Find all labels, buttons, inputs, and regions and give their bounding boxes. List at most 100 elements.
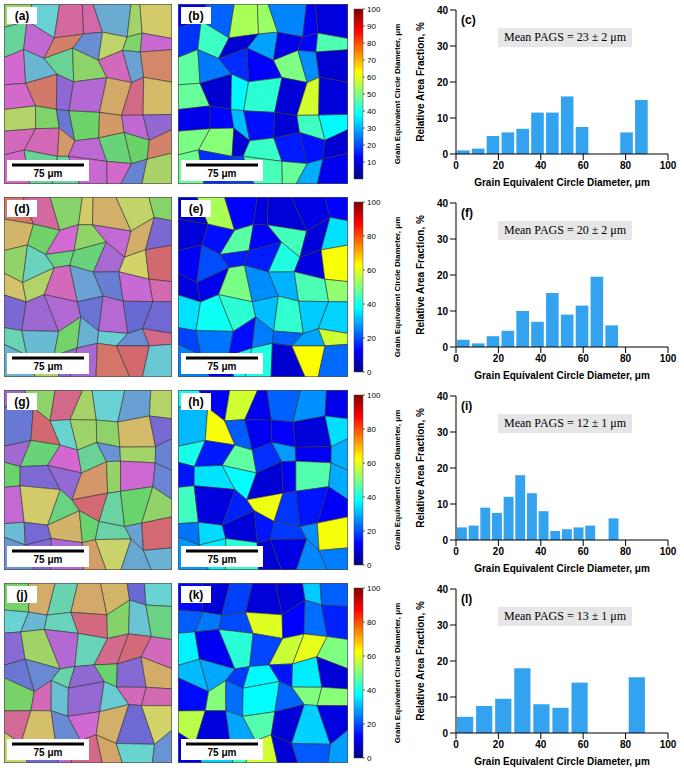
svg-text:75 μm: 75 μm	[34, 168, 63, 179]
svg-text:(j): (j)	[16, 588, 27, 602]
svg-text:100: 100	[660, 739, 677, 750]
svg-text:Relative Area Fraction, %: Relative Area Fraction, %	[415, 601, 426, 721]
svg-text:(a): (a)	[15, 9, 30, 23]
svg-text:(d): (d)	[14, 202, 29, 216]
svg-text:Grain Equivalent Circle Diamet: Grain Equivalent Circle Diameter, μm	[474, 563, 650, 574]
svg-text:60: 60	[367, 459, 376, 468]
svg-text:60: 60	[367, 266, 376, 275]
svg-text:30: 30	[437, 234, 449, 245]
svg-text:0: 0	[453, 546, 459, 557]
svg-text:20: 20	[493, 546, 505, 557]
svg-text:20: 20	[367, 527, 376, 536]
svg-text:80: 80	[367, 39, 376, 48]
svg-text:60: 60	[578, 160, 590, 171]
svg-text:50: 50	[367, 90, 376, 99]
svg-text:0: 0	[367, 561, 372, 570]
svg-text:Grain Equivalent Circle Diamet: Grain Equivalent Circle Diameter, μm	[393, 217, 402, 358]
svg-text:0: 0	[442, 342, 448, 353]
svg-text:100: 100	[367, 5, 381, 14]
svg-text:Grain Equivalent Circle Diamet: Grain Equivalent Circle Diameter, μm	[393, 603, 402, 744]
svg-text:0: 0	[367, 368, 372, 377]
svg-text:80: 80	[367, 618, 376, 627]
svg-text:40: 40	[535, 353, 547, 364]
svg-text:0: 0	[442, 149, 448, 160]
svg-text:0: 0	[453, 160, 459, 171]
svg-text:80: 80	[620, 160, 632, 171]
svg-text:75 μm: 75 μm	[34, 554, 63, 565]
svg-text:60: 60	[367, 73, 376, 82]
svg-text:Grain Equivalent Circle Diamet: Grain Equivalent Circle Diameter, μm	[474, 177, 650, 188]
svg-text:100: 100	[367, 391, 381, 400]
svg-text:20: 20	[437, 270, 449, 281]
svg-text:40: 40	[367, 686, 376, 695]
svg-text:40: 40	[367, 107, 376, 116]
svg-text:75 μm: 75 μm	[208, 361, 237, 372]
svg-text:0: 0	[367, 754, 372, 763]
svg-text:100: 100	[367, 584, 381, 593]
svg-text:80: 80	[367, 232, 376, 241]
svg-text:40: 40	[437, 5, 449, 16]
svg-text:0: 0	[453, 353, 459, 364]
svg-text:Grain Equivalent Circle Diamet: Grain Equivalent Circle Diameter, μm	[474, 370, 650, 381]
svg-text:40: 40	[367, 300, 376, 309]
svg-text:0: 0	[442, 535, 448, 546]
svg-text:Grain Equivalent Circle Diamet: Grain Equivalent Circle Diameter, μm	[393, 410, 402, 551]
svg-text:40: 40	[437, 198, 449, 209]
svg-text:60: 60	[578, 739, 590, 750]
svg-text:10: 10	[437, 306, 449, 317]
svg-text:10: 10	[437, 692, 449, 703]
svg-text:40: 40	[535, 160, 547, 171]
svg-text:Grain Equivalent Circle Diamet: Grain Equivalent Circle Diameter, μm	[393, 24, 402, 165]
svg-text:10: 10	[437, 113, 449, 124]
svg-text:0: 0	[453, 739, 459, 750]
svg-text:20: 20	[493, 353, 505, 364]
svg-text:100: 100	[660, 546, 677, 557]
svg-text:Relative Area Fraction, %: Relative Area Fraction, %	[415, 408, 426, 528]
svg-text:10: 10	[367, 158, 376, 167]
svg-text:30: 30	[367, 124, 376, 133]
svg-text:(k): (k)	[189, 588, 204, 602]
svg-text:80: 80	[620, 353, 632, 364]
svg-text:10: 10	[437, 499, 449, 510]
svg-text:(e): (e)	[189, 202, 204, 216]
svg-text:20: 20	[437, 463, 449, 474]
svg-text:Relative Area Fraction, %: Relative Area Fraction, %	[415, 215, 426, 335]
svg-text:75 μm: 75 μm	[34, 747, 63, 758]
svg-text:(b): (b)	[188, 9, 203, 23]
svg-text:100: 100	[660, 353, 677, 364]
svg-text:100: 100	[660, 160, 677, 171]
svg-text:40: 40	[535, 739, 547, 750]
svg-text:20: 20	[367, 720, 376, 729]
svg-text:75 μm: 75 μm	[34, 361, 63, 372]
svg-text:(g): (g)	[14, 395, 29, 409]
svg-text:75 μm: 75 μm	[208, 554, 237, 565]
svg-text:70: 70	[367, 56, 376, 65]
svg-text:20: 20	[437, 77, 449, 88]
svg-text:80: 80	[367, 425, 376, 434]
svg-text:20: 20	[493, 160, 505, 171]
svg-text:40: 40	[437, 584, 449, 595]
svg-text:20: 20	[367, 334, 376, 343]
svg-text:90: 90	[367, 22, 376, 31]
svg-text:Relative Area Fraction, %: Relative Area Fraction, %	[415, 22, 426, 142]
svg-text:30: 30	[437, 427, 449, 438]
svg-text:0: 0	[442, 728, 448, 739]
svg-text:80: 80	[620, 546, 632, 557]
svg-text:20: 20	[493, 739, 505, 750]
svg-text:30: 30	[437, 620, 449, 631]
svg-text:30: 30	[437, 41, 449, 52]
svg-text:40: 40	[437, 391, 449, 402]
svg-text:60: 60	[367, 652, 376, 661]
svg-text:(h): (h)	[188, 395, 203, 409]
svg-text:40: 40	[535, 546, 547, 557]
svg-text:75 μm: 75 μm	[208, 168, 237, 179]
svg-text:60: 60	[578, 546, 590, 557]
svg-text:80: 80	[620, 739, 632, 750]
svg-text:100: 100	[367, 198, 381, 207]
svg-text:20: 20	[437, 656, 449, 667]
svg-text:20: 20	[367, 141, 376, 150]
svg-text:60: 60	[578, 353, 590, 364]
svg-text:Grain Equivalent Circle Diamet: Grain Equivalent Circle Diameter, μm	[474, 756, 650, 767]
svg-text:40: 40	[367, 493, 376, 502]
svg-text:75 μm: 75 μm	[208, 747, 237, 758]
